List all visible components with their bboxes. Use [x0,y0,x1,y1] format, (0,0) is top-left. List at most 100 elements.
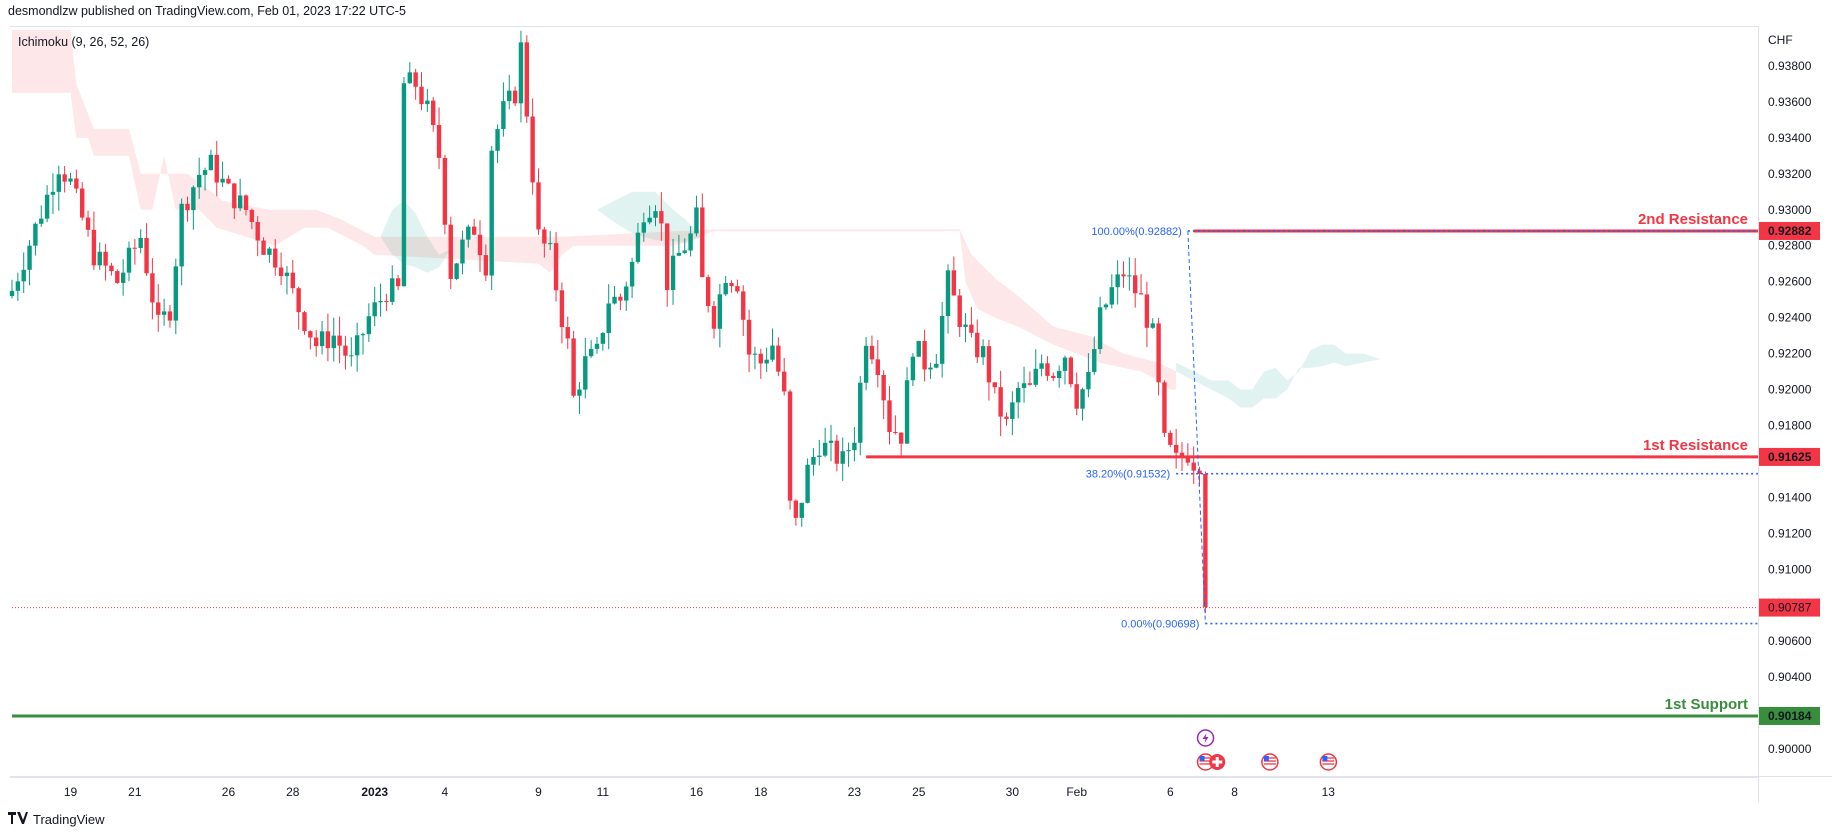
candle-body [559,290,565,328]
candle-body [723,283,728,295]
candle-body [600,333,606,344]
candle-body [191,187,196,211]
candle-body [1109,287,1114,305]
candle-body [495,129,500,151]
ichimoku-cloud-bullish-2 [1176,344,1381,408]
candle-body [442,157,448,225]
candle-body [922,341,927,370]
candle-body [436,125,442,158]
candle-body [934,363,939,368]
candle-body [290,272,295,289]
candle-body [811,457,816,465]
candle-body [1156,323,1161,383]
candle-body [770,345,775,360]
time-tick-label: 28 [286,785,300,799]
candle-body [273,248,278,268]
level-price-value-1: 0.91625 [1768,450,1812,464]
price-tick-label: 0.91400 [1768,490,1812,504]
candle-body [764,359,769,364]
candle-body [606,303,611,334]
candle-body [419,86,424,105]
candle-body [1097,307,1103,350]
candle-body [758,353,763,364]
time-tick-label: 23 [848,785,862,799]
candle-body [729,283,734,287]
candle-body [68,178,73,182]
price-tick-label: 0.92400 [1768,311,1812,325]
candle-body [1033,368,1038,385]
candle-body [331,335,336,349]
candle-body [536,182,541,230]
time-tick-label: 13 [1322,785,1336,799]
candle-body [314,337,319,347]
candle-body [805,464,810,503]
candle-body [144,237,149,274]
publish-info: desmondlzw published on TradingView.com,… [8,4,406,18]
candle-body [349,355,354,357]
candle-body [413,72,418,87]
candle-body [881,375,886,401]
candle-body [185,203,190,211]
candle-body [1092,349,1097,372]
candle-body [512,90,518,104]
candle-body [618,296,623,301]
candle-body [565,327,570,339]
candle-body [822,442,828,456]
candle-body [325,331,331,349]
candle-body [1004,416,1009,419]
price-tick-label: 0.91200 [1768,526,1812,540]
candle-body [1021,383,1027,388]
candle-body [454,263,459,279]
candle-body [682,250,687,253]
candle-body [173,266,178,321]
candle-body [1168,432,1173,445]
candle-body [208,154,214,171]
candle-body [858,382,863,443]
candle-body [863,345,869,383]
candle-body [1150,323,1155,328]
candle-body [120,272,126,283]
candle-body [793,500,799,518]
candle-body [39,218,44,224]
indicator-legend[interactable]: Ichimoku (9, 26, 52, 26) [18,35,150,49]
candle-body [33,223,38,246]
level-price-tag-1[interactable] [1759,447,1820,466]
candle-body [483,255,489,276]
time-tick-label: 25 [912,785,926,799]
candle-body [752,353,758,355]
candle-body [431,100,436,126]
candle-body [243,195,249,210]
fib-trend-line[interactable] [1187,230,1206,624]
swiss-cross-h [1212,760,1223,764]
tradingview-branding[interactable]: TradingView [8,812,105,827]
candle-body [635,232,641,262]
candle-body [1197,470,1202,474]
level-name-0: 2nd Resistance [1638,211,1748,228]
candle-body [156,302,161,315]
candle-body [91,229,97,266]
candle-body [278,267,284,277]
plot-area[interactable] [10,26,1758,778]
current-price-tag[interactable] [1759,598,1820,617]
candle-body [910,356,916,381]
candle-body [1162,382,1167,433]
time-tick-label: 4 [442,785,449,799]
candle-body [115,271,120,283]
candle-body [1121,274,1126,277]
price-tick-label: 0.90400 [1768,670,1812,684]
time-tick-label: 19 [64,785,78,799]
candle-body [647,217,652,223]
level-price-tag-0[interactable] [1759,221,1820,240]
candle-body [1179,452,1185,458]
candle-body [489,150,494,276]
candle-body [308,331,313,338]
candle-body [1173,444,1179,453]
time-tick-label: 16 [690,785,704,799]
level-price-tag-2[interactable] [1759,706,1820,725]
candle-body [1051,375,1056,379]
candle-body [641,222,646,233]
price-tick-label: 0.93400 [1768,131,1812,145]
candle-body [62,174,67,182]
candle-body [875,359,880,376]
